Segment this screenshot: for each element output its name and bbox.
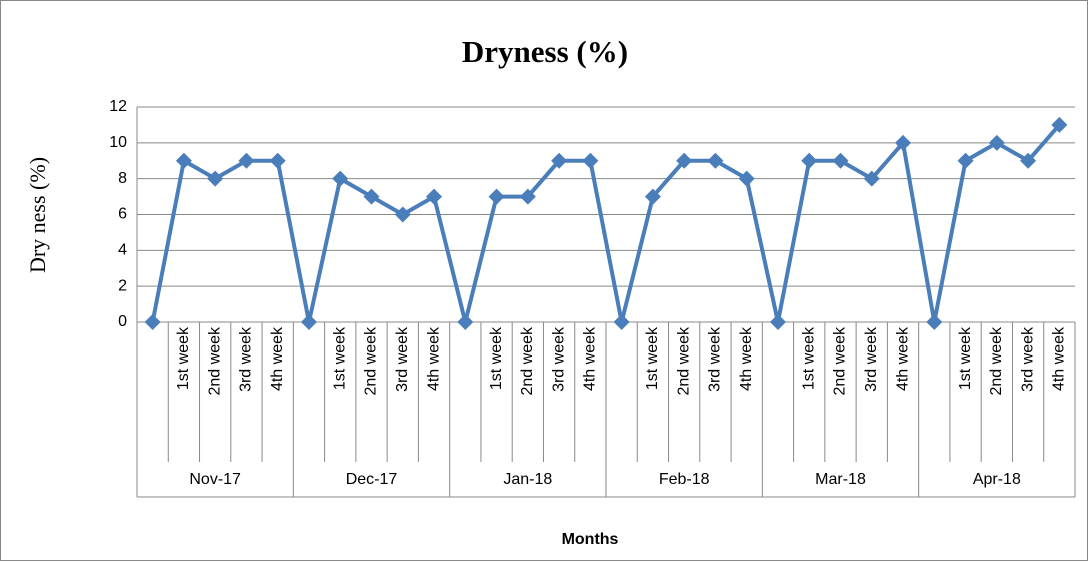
x-axis-label: Months: [562, 531, 619, 548]
group-label: Jan-18: [503, 471, 552, 488]
marker: [957, 152, 974, 169]
x-tick-label: 4th week: [425, 326, 442, 391]
x-tick-label: 4th week: [738, 326, 755, 391]
marker: [519, 188, 536, 205]
y-tick-label: 2: [118, 277, 127, 294]
group-label: Mar-18: [815, 471, 866, 488]
x-tick-label: 1st week: [175, 326, 192, 390]
x-tick-label: 2nd week: [519, 326, 536, 395]
marker: [269, 152, 286, 169]
group-label: Apr-18: [973, 471, 1021, 488]
x-tick-label: 4th week: [582, 326, 599, 391]
marker: [676, 152, 693, 169]
y-tick-label: 0: [118, 313, 127, 330]
x-tick-label: 3rd week: [394, 326, 411, 392]
x-tick-label: 1st week: [488, 326, 505, 390]
y-tick-label: 4: [118, 242, 127, 259]
x-tick-label: 4th week: [269, 326, 286, 391]
data-line: [150, 123, 1061, 324]
marker: [863, 170, 880, 187]
marker: [707, 152, 724, 169]
marker: [926, 314, 943, 330]
y-tick-label: 6: [118, 206, 127, 223]
marker: [769, 314, 786, 330]
x-tick-label: 3rd week: [1019, 326, 1036, 392]
x-tick-label: 3rd week: [238, 326, 255, 392]
x-tick-label: 4th week: [1051, 326, 1068, 391]
x-tick-label: 4th week: [894, 326, 911, 391]
marker: [832, 152, 849, 169]
marker: [426, 188, 443, 205]
marker: [457, 314, 474, 330]
marker: [332, 170, 349, 187]
marker: [1051, 116, 1068, 133]
marker: [394, 206, 411, 223]
marker: [144, 314, 161, 330]
marker: [207, 170, 224, 187]
x-tick-label: 1st week: [957, 326, 974, 390]
marker: [801, 152, 818, 169]
x-tick-label: 2nd week: [675, 326, 692, 395]
y-axis-label: Dry ness (%): [25, 157, 50, 273]
x-tick-label: 2nd week: [988, 326, 1005, 395]
x-tick-label: 2nd week: [206, 326, 223, 395]
marker: [613, 314, 630, 330]
marker: [988, 134, 1005, 151]
x-tick-label: 2nd week: [832, 326, 849, 395]
marker: [363, 188, 380, 205]
marker: [175, 152, 192, 169]
x-tick-label: 3rd week: [863, 326, 880, 392]
y-tick-label: 10: [109, 134, 127, 151]
marker: [895, 134, 912, 151]
marker: [1020, 152, 1037, 169]
x-tick-label: 3rd week: [550, 326, 567, 392]
marker: [738, 170, 755, 187]
x-tick-label: 1st week: [331, 326, 348, 390]
x-tick-label: 3rd week: [707, 326, 724, 392]
marker: [644, 188, 661, 205]
marker: [238, 152, 255, 169]
marker: [300, 314, 317, 330]
chart-title: Dryness (%): [462, 34, 628, 69]
group-label: Nov-17: [189, 471, 241, 488]
marker: [488, 188, 505, 205]
x-tick-label: 1st week: [800, 326, 817, 390]
group-label: Feb-18: [659, 471, 710, 488]
marker: [551, 152, 568, 169]
y-tick-label: 8: [118, 170, 127, 187]
group-label: Dec-17: [346, 471, 398, 488]
marker: [582, 152, 599, 169]
x-tick-label: 1st week: [644, 326, 661, 390]
x-tick-label: 2nd week: [363, 326, 380, 395]
y-tick-label: 12: [109, 98, 127, 115]
